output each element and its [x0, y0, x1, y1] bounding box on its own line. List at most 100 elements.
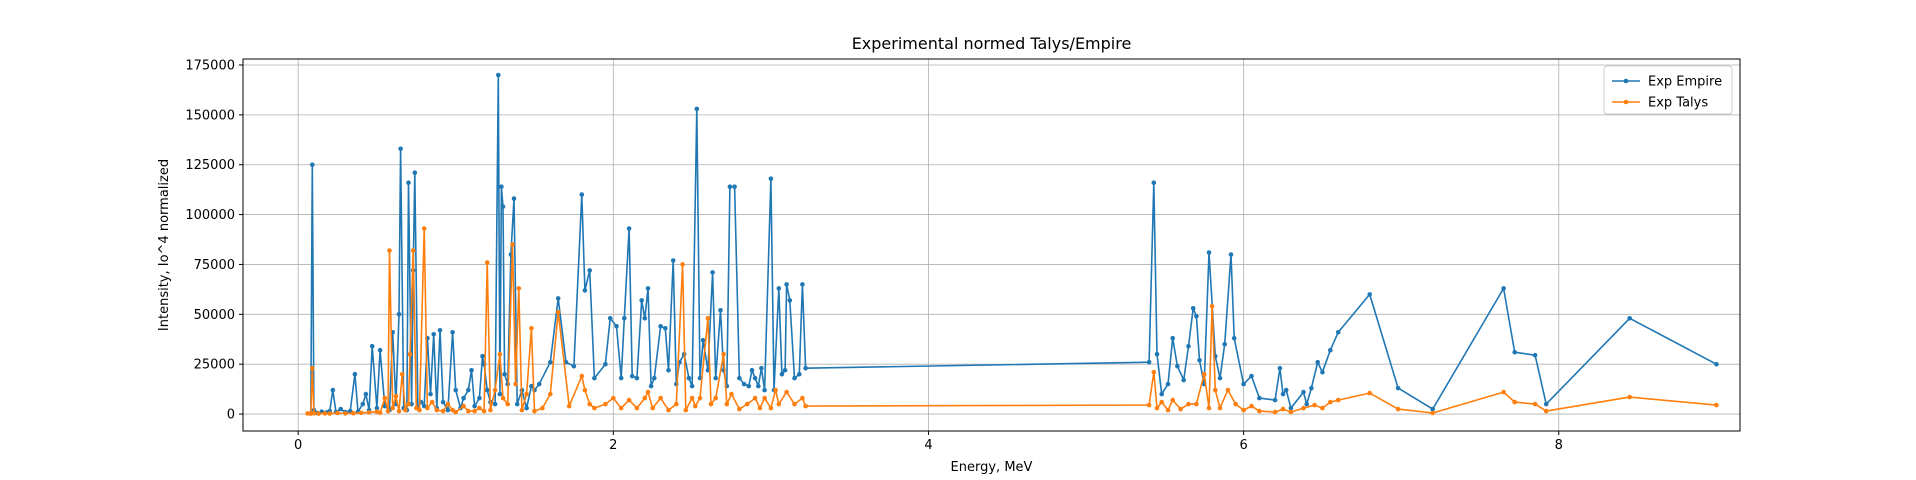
data-point — [480, 353, 485, 359]
data-point — [792, 401, 797, 407]
y-tick-label: 175000 — [185, 58, 235, 73]
data-point — [497, 351, 503, 357]
data-point — [1206, 405, 1212, 411]
data-point — [1280, 406, 1286, 412]
data-point — [634, 375, 640, 381]
data-point — [626, 397, 632, 403]
data-point — [398, 146, 403, 152]
data-point — [1501, 286, 1506, 291]
data-point — [385, 408, 391, 414]
y-tick-label: 100000 — [185, 208, 235, 223]
data-point — [536, 381, 542, 387]
data-point — [652, 375, 657, 381]
data-point — [1249, 403, 1254, 409]
data-point — [680, 262, 685, 267]
data-point — [363, 391, 369, 397]
data-point — [1170, 397, 1175, 403]
data-point — [587, 268, 592, 273]
data-point — [548, 391, 553, 397]
series-line — [310, 74, 1717, 414]
data-point — [497, 391, 503, 397]
data-point — [1206, 250, 1212, 255]
y-tick-label: 25000 — [194, 358, 235, 373]
data-point — [626, 226, 632, 231]
data-point — [745, 401, 750, 407]
data-point — [1395, 385, 1401, 391]
data-point — [803, 365, 808, 371]
y-tick-label: 150000 — [185, 108, 235, 123]
data-point — [529, 326, 534, 331]
data-point — [776, 401, 782, 407]
x-tick-label: 8 — [1555, 438, 1563, 453]
plot-series — [305, 72, 1719, 416]
data-point — [529, 383, 534, 389]
y-tick-label: 0 — [227, 408, 235, 423]
data-point — [477, 405, 482, 411]
data-point — [417, 407, 422, 413]
data-point — [445, 407, 451, 413]
data-point — [1181, 377, 1186, 383]
data-point — [412, 170, 418, 175]
data-point — [461, 395, 466, 401]
data-point — [502, 371, 507, 377]
data-point — [666, 367, 671, 373]
data-point — [752, 395, 758, 401]
data-point — [524, 405, 529, 411]
data-point — [1146, 402, 1152, 408]
x-tick-label: 4 — [924, 438, 932, 453]
data-point — [1512, 349, 1517, 355]
data-point — [1257, 408, 1262, 414]
data-point — [1186, 343, 1191, 349]
data-point — [343, 411, 348, 416]
data-point — [511, 196, 517, 201]
data-point — [440, 408, 446, 414]
legend-item: Exp Talys — [1612, 96, 1708, 111]
data-point — [425, 405, 430, 411]
data-point — [1154, 351, 1160, 357]
data-point — [1165, 407, 1171, 413]
data-point — [1277, 365, 1283, 371]
data-point — [713, 395, 718, 401]
data-point — [548, 359, 553, 365]
data-point — [737, 375, 742, 381]
data-point — [639, 298, 644, 303]
series-exp-talys — [305, 226, 1719, 416]
data-point — [759, 365, 764, 371]
data-point — [555, 310, 561, 315]
x-tick-label: 6 — [1239, 438, 1247, 453]
data-point — [431, 332, 437, 337]
data-point — [1627, 394, 1632, 400]
data-point — [1178, 406, 1183, 412]
data-point — [689, 383, 695, 389]
data-point — [437, 328, 443, 333]
legend-label: Exp Empire — [1648, 75, 1722, 90]
data-point — [1225, 387, 1231, 393]
data-point — [582, 387, 588, 393]
data-point — [721, 351, 726, 357]
data-point — [622, 316, 627, 321]
y-tick-label: 50000 — [194, 308, 235, 323]
data-point — [1335, 397, 1341, 403]
data-point — [450, 330, 455, 335]
data-point — [629, 373, 635, 379]
data-point — [481, 408, 487, 414]
data-point — [310, 162, 315, 167]
data-point — [746, 383, 752, 389]
data-point — [369, 343, 375, 349]
data-point — [666, 407, 671, 413]
data-point — [1367, 390, 1372, 396]
data-point — [403, 407, 408, 413]
data-point — [410, 248, 416, 253]
data-point — [779, 371, 785, 377]
data-point — [645, 389, 651, 395]
data-point — [797, 371, 802, 377]
data-point — [674, 401, 679, 407]
data-point — [377, 410, 383, 416]
data-point — [752, 375, 758, 381]
data-point — [514, 401, 520, 407]
data-point — [614, 324, 619, 329]
data-point — [406, 180, 411, 185]
data-point — [571, 363, 577, 369]
data-point — [1395, 406, 1401, 412]
grid — [243, 59, 1740, 431]
